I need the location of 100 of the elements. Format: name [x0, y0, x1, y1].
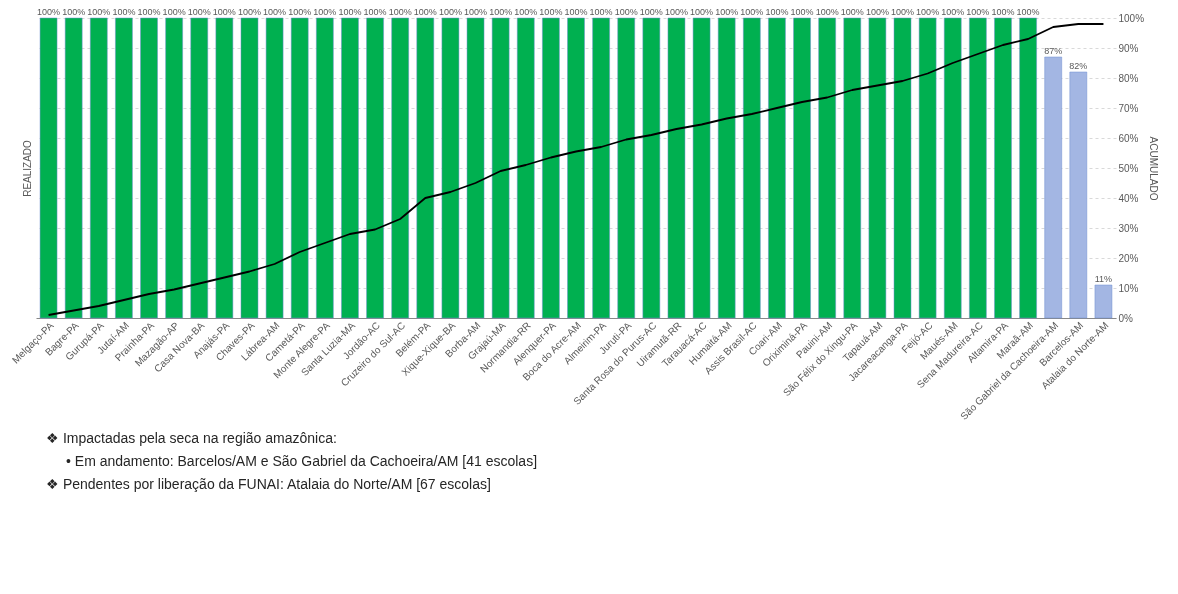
data-label: 100% — [589, 7, 613, 17]
data-label: 100% — [288, 7, 312, 17]
data-label: 100% — [1016, 7, 1040, 17]
bar — [416, 17, 435, 319]
bar — [190, 17, 209, 319]
y2-tick-label: 70% — [1118, 102, 1139, 114]
data-label: 100% — [413, 7, 437, 17]
data-label: 100% — [464, 7, 488, 17]
data-label: 100% — [564, 7, 588, 17]
data-label: 100% — [212, 7, 236, 17]
data-label: 100% — [740, 7, 764, 17]
y2-tick-label: 90% — [1118, 42, 1139, 54]
bar — [667, 17, 686, 319]
data-label: 100% — [363, 7, 387, 17]
data-label: 100% — [790, 7, 814, 17]
data-label: 100% — [388, 7, 412, 17]
data-label: 100% — [690, 7, 714, 17]
bar — [994, 17, 1012, 319]
data-label: 100% — [916, 7, 940, 17]
bar — [567, 17, 585, 319]
bar — [240, 17, 259, 319]
bar — [391, 17, 409, 319]
data-label: 100% — [765, 7, 789, 17]
data-label: 100% — [539, 7, 563, 17]
text: • Em andamento: Barcelos/AM e São Gabriel da Cachoeira/AM [41 escolas] — [66, 453, 538, 469]
bar — [316, 17, 334, 319]
data-label: 100% — [263, 7, 287, 17]
bar — [768, 17, 786, 319]
data-label: 11% — [1094, 274, 1113, 284]
data-label: 100% — [715, 7, 739, 17]
data-label: 100% — [514, 7, 538, 17]
bar — [491, 17, 510, 319]
bar — [868, 17, 887, 319]
bar — [1094, 284, 1113, 319]
data-label: 100% — [815, 7, 839, 17]
bar — [215, 17, 234, 319]
bar — [818, 17, 836, 319]
bar — [39, 17, 58, 319]
bar — [140, 17, 158, 319]
y2-tick-label: 0% — [1118, 312, 1134, 324]
data-label: 100% — [991, 7, 1015, 17]
y2-tick-label: 100% — [1118, 12, 1145, 24]
data-label: 100% — [840, 7, 864, 17]
bar — [1044, 56, 1062, 319]
data-label: 100% — [614, 7, 638, 17]
bar — [893, 17, 912, 319]
data-label: 100% — [162, 7, 186, 17]
bar — [441, 17, 460, 319]
data-label: 100% — [966, 7, 990, 17]
bar — [943, 17, 962, 319]
text: ❖ Pendentes por liberação da FUNAI: Atalaia do Norte/AM [67 escolas] — [46, 476, 491, 493]
data-label: 100% — [62, 7, 86, 17]
data-label: 87% — [1044, 46, 1063, 56]
data-label: 100% — [313, 7, 337, 17]
data-label: 100% — [865, 7, 889, 17]
bar — [165, 17, 183, 319]
bar — [115, 17, 133, 319]
bar — [642, 17, 661, 319]
bar — [90, 17, 108, 319]
data-label: 82% — [1069, 61, 1088, 71]
data-label: 100% — [489, 7, 513, 17]
text: ❖ Impactadas pela seca na região amazônica: — [46, 429, 337, 446]
bar — [265, 17, 284, 319]
bar — [466, 17, 485, 319]
bar — [542, 17, 560, 319]
bar — [793, 17, 811, 319]
bar — [341, 17, 359, 319]
bar — [717, 17, 736, 319]
bar — [64, 17, 83, 319]
y2-tick-label: 10% — [1118, 282, 1139, 294]
bar — [743, 17, 761, 319]
bar — [366, 17, 384, 319]
y2-tick-label: 50% — [1118, 162, 1139, 174]
bar — [1019, 17, 1037, 319]
data-label: 100% — [338, 7, 362, 17]
y2-tick-label: 40% — [1118, 192, 1139, 204]
data-label: 100% — [37, 7, 61, 17]
bar — [843, 17, 862, 319]
y2-tick-label: 30% — [1118, 222, 1139, 234]
y2-tick-label: 80% — [1118, 72, 1139, 84]
y2-tick-label: 60% — [1118, 132, 1139, 144]
bar — [969, 17, 987, 319]
data-label: 100% — [112, 7, 136, 17]
data-label: 100% — [137, 7, 161, 17]
data-label: 100% — [891, 7, 915, 17]
data-label: 100% — [237, 7, 261, 17]
bar — [517, 17, 535, 319]
y2-tick-label: 20% — [1118, 252, 1139, 264]
bar — [918, 17, 937, 319]
data-label: 100% — [187, 7, 211, 17]
bar — [692, 17, 711, 319]
bar — [617, 17, 635, 319]
bar — [592, 17, 610, 319]
data-label: 100% — [87, 7, 111, 17]
data-label: 100% — [664, 7, 688, 17]
data-label: 100% — [941, 7, 965, 17]
bar — [1069, 71, 1088, 319]
y2-axis-title: ACUMULADO — [1148, 136, 1160, 201]
y-axis-title: REALIZADO — [21, 139, 33, 197]
bar — [290, 17, 309, 319]
